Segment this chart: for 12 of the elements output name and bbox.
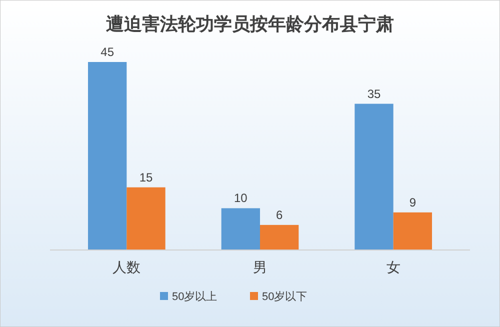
legend-label: 50岁以下 (262, 290, 308, 303)
data-label: 15 (139, 170, 153, 184)
x-tick-label: 男 (253, 259, 267, 275)
data-label: 45 (100, 45, 114, 59)
data-label: 35 (367, 86, 381, 101)
x-tick-label: 人数 (112, 259, 141, 275)
data-label: 9 (409, 195, 416, 210)
x-tick-label: 女 (386, 259, 400, 275)
legend-label: 50岁以上 (172, 290, 218, 303)
chart-title: 遭迫害法轮功学员按年龄分布县宁肃 (106, 14, 394, 34)
data-label: 6 (276, 208, 283, 222)
data-label: 10 (234, 191, 248, 206)
